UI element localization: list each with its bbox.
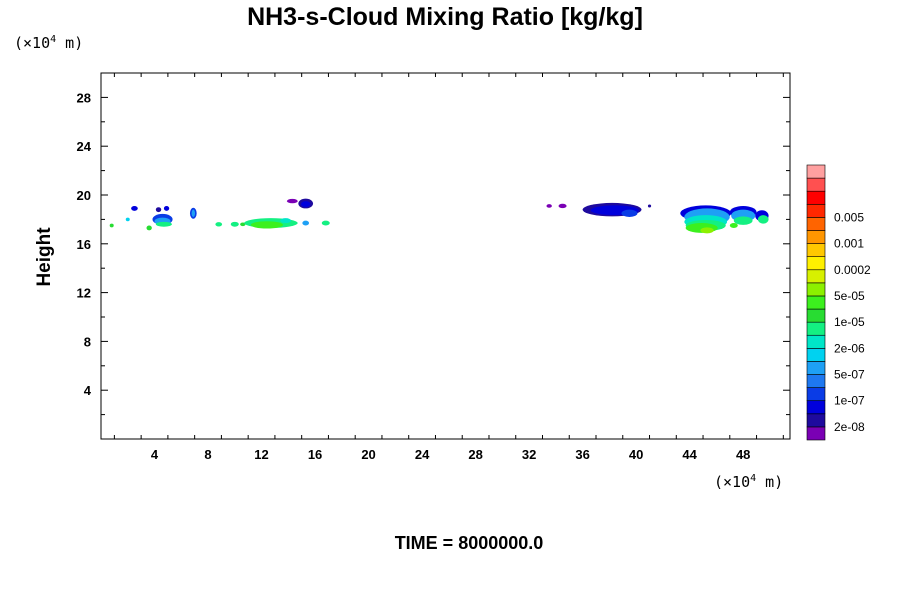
x-tick-label: 12 <box>254 447 268 462</box>
x-tick-label: 44 <box>682 447 697 462</box>
colorbar-swatch <box>806 203 826 218</box>
y-tick-label: 4 <box>84 383 92 398</box>
colorbar-swatch <box>806 164 826 179</box>
y-tick-label: 8 <box>84 334 91 349</box>
colorbar-swatch <box>806 321 826 336</box>
colorbar-label: 2e-08 <box>834 420 865 434</box>
cloud-region-0 <box>131 205 138 211</box>
colorbar-swatch <box>806 361 826 375</box>
x-tick-label: 40 <box>629 447 643 462</box>
cloud-region-12 <box>230 221 239 227</box>
colorbar-swatch <box>806 282 826 297</box>
colorbar-swatch <box>806 256 826 271</box>
x-axis-unit: (×104 m) <box>714 473 783 491</box>
cloud-region-1 <box>155 207 162 213</box>
colorbar: 2e-08 1e-07 5e-07 2e-06 1e-05 5e-05 0.0002 0.00… <box>806 164 871 441</box>
x-tick-label: 8 <box>204 447 211 462</box>
x-tick-label: 32 <box>522 447 536 462</box>
colorbar-label: 2e-06 <box>834 341 865 355</box>
colorbar-swatch <box>806 190 826 205</box>
cloud-region-2 <box>163 205 170 211</box>
cloud-region-5 <box>155 221 172 227</box>
cloud-region-11 <box>215 222 223 227</box>
colorbar-swatch <box>806 177 826 192</box>
x-tick-label: 4 <box>151 447 159 462</box>
y-tick-label: 16 <box>77 237 91 252</box>
y-tick-label: 24 <box>77 139 92 154</box>
chart-title: NH3-s-Cloud Mixing Ratio [kg/kg] <box>247 3 643 31</box>
colorbar-label: 0.001 <box>834 237 864 251</box>
cloud-region-8 <box>125 217 130 222</box>
x-tick-label: 48 <box>736 447 750 462</box>
cloud-region-37 <box>729 223 738 228</box>
axis-ticks <box>101 73 790 439</box>
cloud-region-19 <box>301 201 311 208</box>
cloud-region-39 <box>757 215 769 224</box>
colorbar-swatch <box>806 295 826 310</box>
colorbar-swatch <box>806 413 826 428</box>
colorbar-label: 0.005 <box>834 210 864 224</box>
cloud-region-13 <box>240 222 246 227</box>
colorbar-swatch <box>806 374 826 388</box>
y-axis-unit: (×104 m) <box>14 34 83 52</box>
y-tick-label: 28 <box>77 90 91 105</box>
y-axis-label: Height <box>34 227 55 287</box>
colorbar-swatch <box>806 426 826 441</box>
x-tick-label: 28 <box>468 447 482 462</box>
time-label: TIME = 8000000.0 <box>395 533 544 553</box>
cloud-region-6 <box>146 225 152 231</box>
cloud-regions <box>109 198 769 234</box>
colorbar-swatch <box>806 387 826 402</box>
cloud-region-27 <box>647 204 652 208</box>
colorbar-label: 5e-07 <box>834 368 865 382</box>
colorbar-swatch <box>806 400 826 415</box>
colorbar-swatch <box>806 334 826 349</box>
y-tick-label: 20 <box>77 188 91 203</box>
colorbar-swatch <box>806 243 826 257</box>
colorbar-label: 1e-07 <box>834 394 865 408</box>
colorbar-swatch <box>806 269 826 284</box>
cloud-region-17 <box>286 198 298 204</box>
cloud-region-36 <box>733 216 753 225</box>
y-tick-label: 12 <box>77 286 91 301</box>
colorbar-swatch <box>806 230 826 244</box>
cloud-region-7 <box>109 223 114 228</box>
x-tick-label: 24 <box>415 447 430 462</box>
colorbar-label: 5e-05 <box>834 289 865 303</box>
cloud-region-16 <box>280 218 291 224</box>
colorbar-swatch <box>806 217 826 231</box>
x-tick-label: 36 <box>575 447 589 462</box>
cloud-region-26 <box>621 209 638 217</box>
cloud-region-15 <box>250 221 283 229</box>
colorbar-label: 1e-05 <box>834 315 865 329</box>
colorbar-swatch <box>806 348 826 362</box>
x-tick-label: 20 <box>361 447 375 462</box>
cloud-region-20 <box>302 220 310 226</box>
cloud-region-21 <box>321 220 330 226</box>
x-tick-label: 16 <box>308 447 322 462</box>
cloud-region-33 <box>700 227 714 234</box>
cloud-region-22 <box>546 204 552 208</box>
cloud-region-10 <box>191 209 196 217</box>
plot-frame <box>100 72 791 440</box>
colorbar-swatch <box>806 308 826 323</box>
colorbar-label: 0.0002 <box>834 263 871 277</box>
cloud-region-23 <box>558 203 567 209</box>
